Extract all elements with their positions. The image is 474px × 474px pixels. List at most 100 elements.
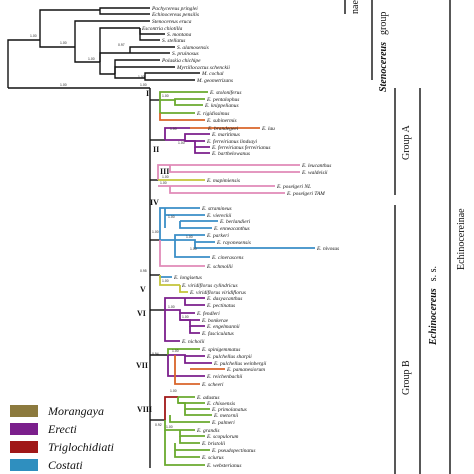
legend-swatch-erecti [10, 423, 38, 435]
taxon-label: E. pulchellus sharpii [206, 354, 252, 360]
clade-vi-branches [164, 297, 205, 342]
clade-v-branches [159, 275, 188, 293]
support-value: 1.00 [140, 83, 147, 87]
outgroup-pachy [99, 7, 150, 10]
taxon-label: E. rayonesensis [216, 240, 251, 246]
schmollii-branch [159, 240, 205, 267]
clade-ii-branches [164, 127, 210, 154]
support-value: 1.00 [168, 215, 175, 219]
taxon-label: E. parkeri [206, 233, 229, 239]
legend-label-triglochidiati: Triglochidiati [48, 440, 114, 454]
taxon-label: S. stellatus [162, 38, 185, 44]
support-value: 0.97 [118, 43, 125, 47]
taxon-label: E. spinigemmatus [201, 347, 240, 353]
taxon-label: Myrtillocactus schenckii [176, 65, 230, 71]
taxon-label: E. stramineus [201, 206, 232, 212]
clade-label-i: I [146, 89, 149, 98]
label-echinocereinae: Echinocereinae [456, 208, 467, 270]
taxon-label: E. ferreirianus lindsayi [206, 138, 257, 145]
taxon-label: E. pamanesiorum [226, 367, 265, 373]
taxon-label: E. ferreirianus ferreirianus [211, 144, 270, 151]
taxon-label: E. enneacanthus [213, 226, 250, 232]
clade-viii-red [164, 396, 178, 420]
taxon-label: E. waldeisii [301, 170, 328, 176]
group-labels: nae Stenocereus group Group A Echinocere… [350, 0, 467, 395]
support-value: 1.00 [60, 41, 67, 45]
clade-iv-branches [159, 207, 315, 258]
taxon-label: E. fendleri [196, 310, 220, 317]
taxon-label: E. dasyacanthus [206, 296, 242, 302]
ss-word: s. s. [428, 266, 439, 281]
taxon-label: E. nivosus [316, 246, 339, 252]
taxon-label: E. websterianus [206, 463, 241, 469]
taxon-label: E. rigidissimus [196, 111, 229, 117]
taxon-label: E. leucanthus [301, 163, 331, 169]
taxon-label: E. viridiflorus viridiflorus [189, 289, 246, 296]
clade-label-iv: IV [150, 198, 159, 207]
taxon-label: E. bristolii [201, 441, 226, 447]
clade-vii-purple [167, 354, 212, 377]
taxon-label: E. grandis [196, 428, 219, 434]
support-value: 1.00 [190, 247, 197, 251]
taxon-label: E. subinermis [206, 118, 237, 124]
legend-label-erecti: Erecti [47, 422, 77, 436]
taxon-label: E. pseudopectinatus [211, 448, 255, 454]
support-value: 0.95 [140, 269, 147, 273]
taxon-label: E. pulchellus weinbergii [213, 361, 267, 367]
clade-label-iii: III [160, 167, 169, 176]
taxon-label: E. fasciculatus [201, 330, 234, 337]
taxon-label: E. viridiflorus cylindricus [181, 282, 238, 289]
clade-viii-green [164, 396, 212, 466]
taxon-label: E. viereckii [206, 213, 232, 219]
support-value: 1.00 [172, 349, 179, 353]
taxon-label: E. nicholii [181, 339, 205, 345]
taxon-label: E. maritimus [211, 132, 240, 138]
support-value: 0.94 [152, 352, 159, 356]
clade-label-v: V [140, 285, 146, 294]
outgroup-stem [39, 9, 100, 40]
taxon-label: E. engelmannii [206, 324, 240, 330]
support-value: 1.00 [30, 34, 37, 38]
taxon-label: E. knippelianus [204, 103, 239, 109]
taxon-label: E. primolanatus [211, 407, 247, 413]
clade-vii-orange [174, 355, 225, 385]
clade-iii-branches [157, 164, 300, 194]
label-top-partial: nae [350, 0, 361, 14]
support-value: 1.00 [166, 425, 173, 429]
legend-swatch-triglochidiati [10, 441, 38, 453]
support-value: 1.00 [88, 57, 95, 61]
taxon-label: E. pectinatus [206, 303, 235, 309]
stenocereus-word: Stenocereus [378, 42, 389, 92]
legend-label-costati: Costati [48, 458, 83, 472]
taxon-label: E. berlandieri [219, 219, 251, 225]
label-echinocereus: Echinocereus s. s. [423, 266, 440, 346]
taxon-label: S. montana [167, 32, 192, 38]
taxon-label: E. schmollii [206, 264, 233, 270]
legend-swatch-costati [10, 459, 38, 471]
taxon-label: E. pentalophus [206, 97, 239, 103]
taxon-label: E. poselgeri TAM [286, 191, 325, 197]
support-value: 0.92 [155, 423, 162, 427]
echinocereus-word: Echinocereus [428, 288, 439, 346]
taxon-label: E. lau [261, 126, 275, 132]
taxon-label: Echinocereus pensilis [151, 12, 199, 18]
longisetus-branch [159, 275, 172, 278]
tree-backbone [7, 7, 200, 468]
taxon-label: Stenocereus eruca [152, 19, 192, 25]
taxon-label: S. pruinosus [172, 51, 199, 57]
support-value: 1.00 [162, 94, 169, 98]
legend-label-morangaya: Morangaya [47, 404, 104, 418]
label-stenocereus-group: Stenocereus group [373, 12, 390, 92]
group-brackets [344, 0, 451, 474]
taxon-label: Escontria chiotilla [141, 26, 183, 32]
outgroup-pensilis [99, 10, 150, 15]
taxon-label: E. adustus [196, 395, 219, 401]
group-word: group [378, 12, 389, 35]
clade-labels: I II III IV V VI VII VIII [136, 89, 169, 414]
taxon-label: E. sciurus [201, 455, 224, 461]
support-values: 1.00 1.00 0.97 1.00 1.00 1.00 1.00 1.00 … [30, 34, 197, 429]
support-value: 1.00 [186, 235, 193, 239]
taxon-label: E. scopulorum [206, 434, 239, 440]
taxon-label: E. cinerascens [211, 255, 243, 261]
